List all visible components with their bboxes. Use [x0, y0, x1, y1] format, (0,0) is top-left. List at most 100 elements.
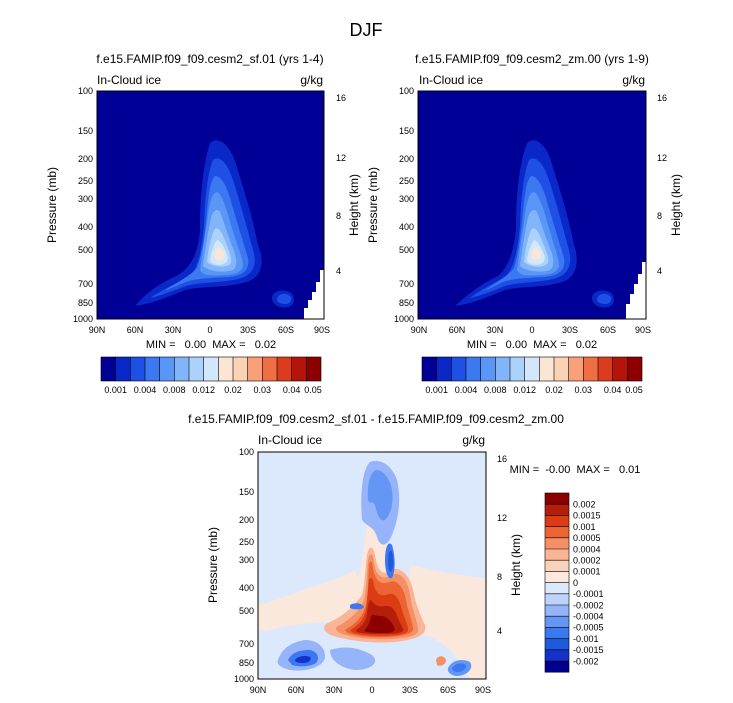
x-tick-label: 60S [440, 685, 456, 695]
y-tick-label: 150 [399, 126, 414, 136]
colorbar-box [145, 357, 160, 381]
colorbar-box [277, 357, 292, 381]
colorbar-label: 0.02 [224, 385, 242, 395]
colorbar-label: 0.0002 [573, 556, 601, 566]
panel-1-left-label: In-Cloud ice [97, 73, 161, 87]
colorbar-box [545, 616, 569, 628]
colorbar-label: -0.001 [573, 634, 599, 644]
y-tick-label: 250 [78, 176, 93, 186]
y-tick-label: 300 [399, 194, 414, 204]
colorbar-box [545, 549, 569, 561]
panel-1-title: f.e15.FAMIP.f09_f09.cesm2_sf.01 (yrs 1-4… [96, 52, 323, 66]
colorbar-box [203, 357, 219, 381]
panel-2-colorbar: 0.001 0.004 0.008 0.012 0.02 0.03 0.04 0… [421, 356, 643, 395]
contour-pos-low [436, 656, 446, 666]
contour-neg-bar [350, 603, 364, 610]
colorbar-label: 0.012 [513, 385, 536, 395]
colorbar-label: -0.0002 [573, 600, 604, 610]
colorbar-box [598, 357, 613, 381]
contour-level-2b [597, 293, 612, 304]
colorbar-label: 0.0015 [573, 511, 601, 521]
colorbar-box [545, 515, 569, 527]
colorbar-dividers [545, 503, 569, 662]
y-tick-label: 500 [399, 245, 414, 255]
panel-2-title: f.e15.FAMIP.f09_f09.cesm2_zm.00 (yrs 1-9… [415, 52, 649, 66]
panel-1-y-ticks-right: 16 12 8 4 [336, 93, 346, 276]
y-tick-label: 400 [78, 222, 93, 232]
colorbar-box [480, 357, 496, 381]
colorbar-box [495, 357, 510, 381]
contour-neg-left-3 [295, 656, 311, 663]
panel-3-left-label: In-Cloud ice [258, 433, 322, 447]
panel-2-x-ticks: 90N 60N 30N 0 30S 60S 90S [411, 325, 651, 335]
panel-1-ylabel-right: Height (km) [347, 174, 361, 236]
colorbar-box [545, 627, 569, 639]
colorbar-label: 0.001 [104, 385, 127, 395]
colorbar-label: 0.001 [573, 522, 596, 532]
panel-3-y-ticks-right: 16 12 8 4 [497, 454, 507, 636]
colorbar-box [545, 560, 569, 572]
y-tick-right-label: 16 [336, 93, 346, 103]
panel-2-frame [417, 90, 647, 320]
colorbar-label: 0.0004 [573, 544, 601, 554]
y-tick-label: 500 [239, 606, 254, 616]
x-tick-label: 30S [402, 685, 418, 695]
y-tick-label: 100 [399, 86, 414, 96]
colorbar-label: 0.05 [304, 385, 322, 395]
colorbar-box [247, 357, 263, 381]
x-tick-label: 60S [278, 325, 294, 335]
colorbar-box [174, 357, 189, 381]
y-tick-right-label: 12 [336, 153, 346, 163]
colorbar-frame [421, 356, 643, 382]
panel-2-y-ticks: 100 150 200 250 300 400 500 700 850 1000 [394, 86, 414, 324]
colorbar-label: -0.0015 [573, 645, 604, 655]
y-tick-label: 200 [78, 154, 93, 164]
y-tick-label: 850 [399, 298, 414, 308]
x-tick-label: 30S [240, 325, 256, 335]
contour-pos-1 [258, 570, 362, 632]
panel-3-right-label: g/kg [462, 433, 485, 447]
colorbar-box [545, 493, 569, 505]
colorbar-label: 0.02 [545, 385, 563, 395]
y-tick-label: 700 [239, 639, 254, 649]
y-tick-label: 150 [78, 126, 93, 136]
panel-2-missing-data [626, 262, 646, 319]
x-tick-label: 0 [369, 685, 374, 695]
y-tick-label: 150 [239, 487, 254, 497]
panel-2-plot [417, 90, 647, 320]
y-tick-label: 850 [78, 298, 93, 308]
x-tick-label: 90S [314, 325, 330, 335]
y-tick-label: 1000 [73, 314, 93, 324]
panel-3-ylabel-right: Height (km) [509, 534, 523, 596]
y-tick-right-label: 12 [497, 513, 507, 523]
x-tick-label: 90S [635, 325, 651, 335]
y-tick-label: 200 [239, 515, 254, 525]
colorbar-box [627, 357, 642, 381]
colorbar-box [554, 357, 569, 381]
colorbar-label: 0.03 [254, 385, 272, 395]
panel-1-plot [96, 90, 325, 320]
y-tick-right-label: 8 [497, 572, 502, 582]
y-tick-label: 300 [78, 194, 93, 204]
colorbar-label: 0.04 [283, 385, 301, 395]
x-tick-label: 60N [288, 685, 305, 695]
y-tick-label: 400 [239, 583, 254, 593]
colorbar-box [545, 638, 569, 650]
x-tick-label: 30N [326, 685, 343, 695]
panel-1-frame [96, 90, 325, 320]
panel-2: f.e15.FAMIP.f09_f09.cesm2_zm.00 (yrs 1-9… [366, 52, 683, 395]
colorbar-box [189, 357, 204, 381]
contour-neg-mid-low [330, 647, 376, 670]
colorbar-label: 0.004 [134, 385, 157, 395]
panel-2-ylabel-right: Height (km) [669, 174, 683, 236]
colorbar-label: 0.0005 [573, 533, 601, 543]
contour-pos-7 [364, 615, 395, 633]
colorbar-box [159, 357, 175, 381]
y-tick-right-label: 16 [657, 93, 667, 103]
y-tick-label: 250 [399, 176, 414, 186]
panel-2-left-label: In-Cloud ice [419, 73, 483, 87]
y-tick-right-label: 4 [497, 626, 502, 636]
panel-3-min-max: MIN = -0.00 MAX = 0.01 [510, 464, 641, 476]
colorbar-frame [100, 356, 322, 382]
colorbar-box [545, 571, 569, 583]
